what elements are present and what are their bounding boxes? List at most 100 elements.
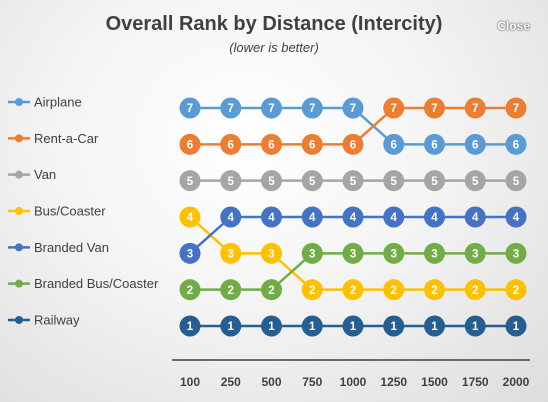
data-point xyxy=(464,242,486,264)
data-point xyxy=(424,279,445,301)
data-point xyxy=(220,315,242,337)
data-label: 5 xyxy=(268,176,275,188)
data-point xyxy=(179,315,201,337)
legend-marker xyxy=(15,170,23,179)
data-label: 2 xyxy=(187,285,193,297)
data-label: 4 xyxy=(472,212,479,224)
data-point xyxy=(179,242,201,264)
chart-subtitle: (lower is better) xyxy=(229,40,319,55)
data-label: 7 xyxy=(350,103,356,115)
data-label: 7 xyxy=(187,103,193,115)
data-point xyxy=(342,315,364,337)
x-tick-label: 250 xyxy=(221,375,241,389)
data-point xyxy=(261,97,282,119)
data-label: 6 xyxy=(350,140,356,152)
data-label: 1 xyxy=(350,321,357,333)
data-point xyxy=(383,133,405,155)
data-label: 3 xyxy=(472,249,478,261)
data-label: 7 xyxy=(472,103,478,115)
data-label: 1 xyxy=(391,321,398,333)
chart-title: Overall Rank by Distance (Intercity) xyxy=(106,13,443,35)
data-label: 5 xyxy=(309,176,316,188)
data-point xyxy=(424,133,445,155)
data-point xyxy=(179,279,201,301)
data-label: 7 xyxy=(228,103,234,115)
x-axis-ticks: 100 250 500 750 1000 1250 1500 1750 2000 xyxy=(180,375,530,389)
data-point xyxy=(261,170,282,192)
data-label: 3 xyxy=(187,249,193,261)
data-point xyxy=(179,133,201,155)
data-point xyxy=(424,97,445,119)
data-label: 4 xyxy=(228,212,235,224)
data-label: 6 xyxy=(391,140,397,152)
data-point xyxy=(342,206,364,228)
data-point xyxy=(261,315,282,337)
legend-label: Airplane xyxy=(34,95,82,110)
data-point xyxy=(505,279,527,301)
data-point xyxy=(505,206,527,228)
data-point xyxy=(464,133,486,155)
legend-label: Van xyxy=(34,167,56,182)
data-label: 1 xyxy=(309,321,316,333)
data-point xyxy=(179,97,201,119)
data-label: 7 xyxy=(309,103,315,115)
data-point xyxy=(220,279,242,301)
data-label: 2 xyxy=(228,285,234,297)
data-point xyxy=(505,170,527,192)
data-label: 6 xyxy=(472,140,478,152)
x-tick-label: 500 xyxy=(261,375,281,389)
data-point xyxy=(342,133,364,155)
data-point xyxy=(464,170,486,192)
data-point xyxy=(261,133,282,155)
data-point xyxy=(383,315,405,337)
data-point xyxy=(301,279,323,301)
legend-marker xyxy=(15,279,23,288)
data-point xyxy=(505,133,527,155)
data-label: 5 xyxy=(472,176,479,188)
legend-marker xyxy=(15,207,23,215)
data-label: 2 xyxy=(472,285,478,297)
data-label: 1 xyxy=(431,321,438,333)
data-label: 7 xyxy=(268,103,274,115)
data-label: 2 xyxy=(350,285,356,297)
data-label: 4 xyxy=(431,212,438,224)
data-point xyxy=(464,279,486,301)
data-label: 5 xyxy=(187,176,194,188)
data-point xyxy=(424,170,445,192)
data-label: 1 xyxy=(513,321,520,333)
data-label: 4 xyxy=(187,212,194,224)
data-point xyxy=(301,315,323,337)
data-point xyxy=(301,170,323,192)
data-point xyxy=(424,242,445,264)
data-label: 2 xyxy=(431,285,437,297)
data-label: 3 xyxy=(391,249,397,261)
x-tick-label: 1750 xyxy=(462,375,489,389)
data-label: 5 xyxy=(513,176,520,188)
data-point xyxy=(220,97,242,119)
data-label: 6 xyxy=(187,140,193,152)
data-label: 6 xyxy=(513,140,519,152)
data-point xyxy=(383,279,405,301)
data-label: 3 xyxy=(431,249,437,261)
close-button[interactable]: Close xyxy=(497,19,530,33)
data-point xyxy=(424,315,445,337)
legend-label: Branded Bus/Coaster xyxy=(34,276,159,291)
data-label: 7 xyxy=(513,103,519,115)
legend-label: Bus/Coaster xyxy=(34,204,106,219)
data-point xyxy=(261,206,282,228)
legend-marker xyxy=(15,98,23,106)
data-label: 4 xyxy=(268,212,275,224)
data-point xyxy=(464,206,486,228)
data-point xyxy=(220,242,242,264)
data-label: 5 xyxy=(431,176,438,188)
data-point xyxy=(220,206,242,228)
data-point xyxy=(220,133,242,155)
data-point xyxy=(179,206,201,228)
data-point xyxy=(342,279,364,301)
data-label: 2 xyxy=(391,285,397,297)
legend-label: Rent-a-Car xyxy=(34,131,99,146)
legend-marker xyxy=(15,316,23,324)
data-point xyxy=(179,170,201,192)
data-label: 1 xyxy=(472,321,479,333)
